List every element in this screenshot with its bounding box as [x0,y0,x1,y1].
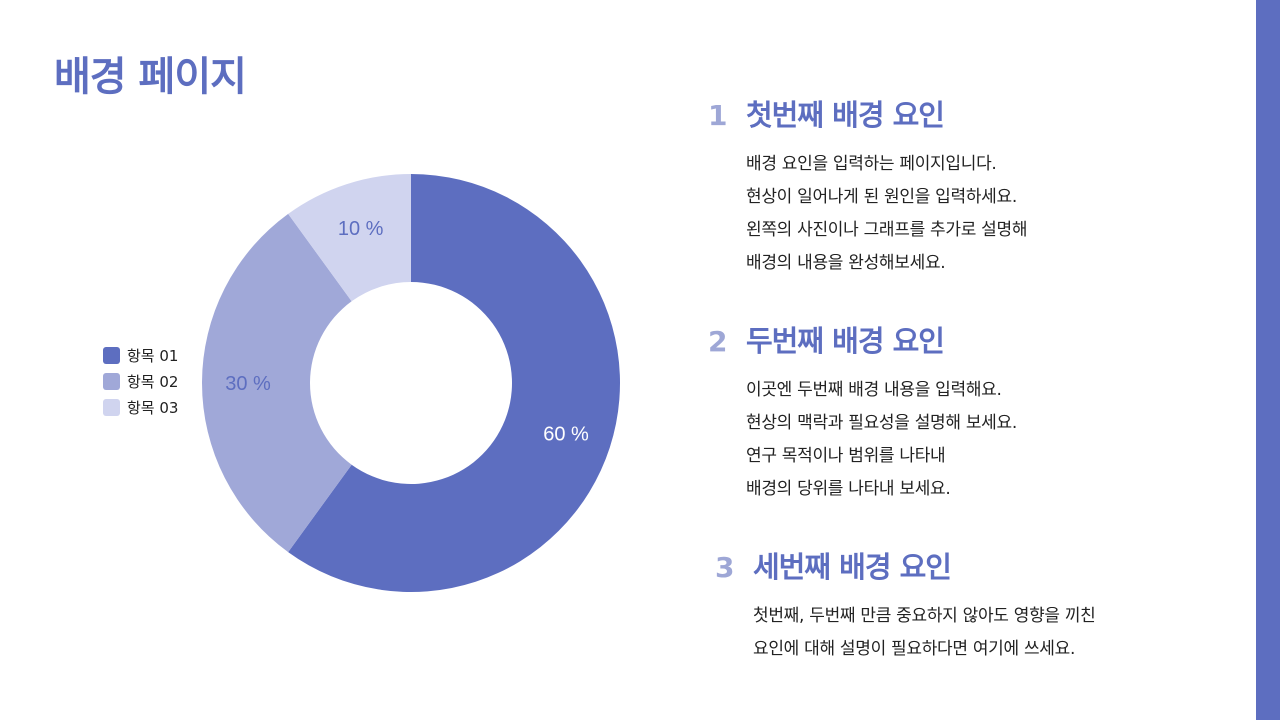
section-text-line: 배경의 당위를 나타내 보세요. [746,479,951,499]
legend-swatch [103,372,120,390]
donut-slice [202,213,352,553]
section-title: 두번째 배경 요인 [746,324,945,358]
section-text-line: 왼쪽의 사진이나 그래프를 추가로 설명해 [746,220,1028,240]
legend-label: 항목 01 [127,346,179,365]
legend-label: 항목 03 [127,398,179,417]
section-text-line: 이곳엔 두번째 배경 내용을 입력해요. [746,380,1002,400]
legend-swatch [103,346,120,364]
section-title: 세번째 배경 요인 [753,550,952,584]
right-accent-bar [1256,0,1280,720]
section-text-line: 배경 요인을 입력하는 페이지입니다. [746,154,997,174]
slice-label: 60 % [543,423,589,445]
section-title: 첫번째 배경 요인 [746,98,945,132]
donut-slice [288,174,411,302]
section-text-line: 현상의 맥락과 필요성을 설명해 보세요. [746,413,1017,433]
section-text-line: 요인에 대해 설명이 필요하다면 여기에 쓰세요. [753,639,1076,659]
section-text-line: 현상이 일어나게 된 원인을 입력하세요. [746,187,1017,207]
legend-swatch [103,398,120,416]
section-number: 2 [708,325,728,358]
section-3: 3 세번째 배경 요인 첫번째, 두번째 만큼 중요하지 않아도 영향을 끼친 … [715,544,1096,666]
legend-label: 항목 02 [127,372,179,391]
page-title: 배경 페이지 [54,54,247,100]
legend-item: 항목 03 [103,394,178,420]
slice-label: 30 % [225,373,271,395]
section-body: 배경 요인을 입력하는 페이지입니다. 현상이 일어나게 된 원인을 입력하세요… [746,148,1028,280]
section-body: 첫번째, 두번째 만큼 중요하지 않아도 영향을 끼친 요인에 대해 설명이 필… [753,600,1096,666]
chart-legend: 항목 01 항목 02 항목 03 [103,342,178,420]
section-number: 1 [708,99,728,132]
donut-slice [288,174,621,592]
section-2: 2 두번째 배경 요인 이곳엔 두번째 배경 내용을 입력해요. 현상의 맥락과… [708,318,1017,506]
section-number: 3 [715,551,735,584]
section-text-line: 배경의 내용을 완성해보세요. [746,253,946,273]
slice-label: 10 % [338,218,384,240]
section-1: 1 첫번째 배경 요인 배경 요인을 입력하는 페이지입니다. 현상이 일어나게… [708,92,1028,280]
section-body: 이곳엔 두번째 배경 내용을 입력해요. 현상의 맥락과 필요성을 설명해 보세… [746,374,1017,506]
section-text-line: 첫번째, 두번째 만큼 중요하지 않아도 영향을 끼친 [753,606,1096,626]
legend-item: 항목 01 [103,342,178,368]
legend-item: 항목 02 [103,368,178,394]
section-text-line: 연구 목적이나 범위를 나타내 [746,446,946,466]
